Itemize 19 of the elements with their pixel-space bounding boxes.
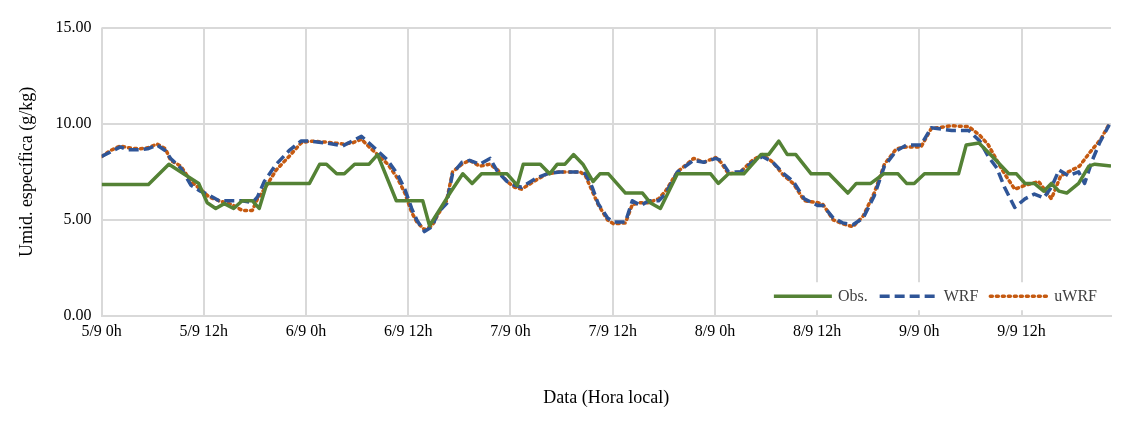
x-tick-label: 8/9 0h — [694, 322, 736, 339]
y-tick-label: 5.00 — [63, 210, 92, 228]
legend-label: WRF — [943, 287, 979, 305]
y-tick-label: 0.00 — [63, 306, 92, 324]
x-tick-label: 7/9 12h — [588, 322, 637, 339]
y-tick-label: 15.00 — [55, 17, 92, 35]
x-tick-label: 5/9 12h — [179, 322, 229, 339]
x-axis-title: Data (Hora local) — [543, 386, 670, 408]
x-tick-label: 9/9 0h — [899, 322, 940, 339]
legend-label: uWRF — [1054, 287, 1098, 305]
x-tick-label: 6/9 0h — [285, 322, 327, 339]
x-tick-label: 7/9 0h — [490, 322, 531, 339]
x-tick-label: 8/9 12h — [792, 322, 842, 339]
y-axis-title: Umid. específica (g/kg) — [15, 86, 37, 258]
x-tick-label: 9/9 12h — [997, 322, 1046, 339]
x-tick-label: 6/9 12h — [384, 322, 433, 339]
x-tick-label: 5/9 0h — [81, 322, 122, 339]
legend-label: Obs. — [837, 287, 868, 305]
y-tick-label: 10.00 — [55, 114, 92, 131]
